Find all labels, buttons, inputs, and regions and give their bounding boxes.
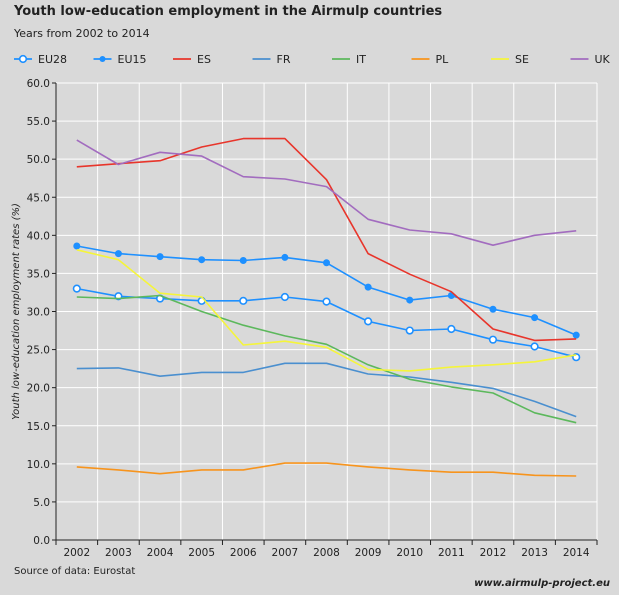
x-tick-label: 2005 xyxy=(188,547,215,559)
data-point-eu28 xyxy=(239,296,248,305)
data-point-eu28 xyxy=(322,297,331,306)
data-point-eu15 xyxy=(531,314,539,322)
legend-label-it: IT xyxy=(356,53,366,66)
axes: 0.0 5.0 10.0 15.0 20.0 25.0 30.0 35.0 40.0 45.0 50… xyxy=(11,78,598,559)
y-tick-label: 55.0 xyxy=(27,116,50,128)
y-tick-label: 45.0 xyxy=(27,192,50,204)
y-tick-label: 30.0 xyxy=(27,307,50,319)
data-point-eu15 xyxy=(489,305,497,313)
x-tick-label: 2002 xyxy=(63,547,90,559)
y-tick-label: 5.0 xyxy=(33,497,50,509)
series-fr xyxy=(76,362,577,418)
chart-subtitle: Years from 2002 to 2014 xyxy=(14,27,150,40)
legend-label-eu15: EU15 xyxy=(118,53,147,66)
data-point-eu28 xyxy=(72,284,81,293)
series-line-se xyxy=(76,249,577,372)
y-tick-label: 60.0 xyxy=(27,78,50,90)
series-group xyxy=(72,137,581,477)
y-tick-label: 15.0 xyxy=(27,421,50,433)
legend-item-fr: FR xyxy=(252,53,291,66)
x-tick-label: 2014 xyxy=(563,547,590,559)
series-eu15 xyxy=(73,242,580,339)
legend-label-uk: UK xyxy=(595,53,611,66)
legend-item-pl: PL xyxy=(411,53,450,66)
x-tick-label: 2012 xyxy=(480,547,507,559)
data-point-eu28 xyxy=(405,326,414,335)
data-point-eu28 xyxy=(364,317,373,326)
series-line-pl xyxy=(76,462,577,477)
x-tick-label: 2010 xyxy=(396,547,423,559)
y-axis-label: Youth low-education employment rates (%) xyxy=(11,203,22,420)
source-note: Source of data: Eurostat xyxy=(14,566,136,577)
legend-item-eu28: EU28 xyxy=(14,53,67,66)
legend-label-fr: FR xyxy=(277,53,291,66)
legend-item-uk: UK xyxy=(570,53,611,66)
x-tick-label: 2008 xyxy=(313,547,340,559)
data-point-eu15 xyxy=(239,256,247,264)
legend-item-eu15: EU15 xyxy=(93,53,147,66)
y-tick-label: 0.0 xyxy=(33,535,50,547)
legend-label-pl: PL xyxy=(436,53,450,66)
x-tick-label: 2007 xyxy=(272,547,299,559)
y-tick-label: 20.0 xyxy=(27,383,50,395)
project-url[interactable]: www.airmulp-project.eu xyxy=(474,578,610,589)
data-point-eu15 xyxy=(364,283,372,291)
legend-item-es: ES xyxy=(173,53,211,66)
data-point-eu15 xyxy=(572,331,580,339)
legend-item-se: SE xyxy=(491,53,529,66)
data-point-eu15 xyxy=(406,296,414,304)
legend-item-it: IT xyxy=(332,53,366,66)
series-es xyxy=(76,137,577,342)
data-point-eu15 xyxy=(198,256,206,264)
data-point-eu28 xyxy=(447,324,456,334)
x-tick-label: 2006 xyxy=(230,547,257,559)
data-point-eu15 xyxy=(281,253,289,261)
x-tick-label: 2011 xyxy=(438,547,465,559)
series-it xyxy=(76,294,577,424)
chart-title: Youth low-education employment in the Ai… xyxy=(14,4,443,19)
legend-label-se: SE xyxy=(515,53,529,66)
series-se xyxy=(76,249,577,372)
x-tick-label: 2003 xyxy=(105,547,132,559)
data-point-eu15 xyxy=(73,242,81,250)
data-point-eu15 xyxy=(156,253,164,261)
series-uk xyxy=(76,139,577,246)
y-tick-label: 35.0 xyxy=(27,268,50,280)
y-tick-label: 50.0 xyxy=(27,154,50,166)
x-tick-label: 2004 xyxy=(147,547,174,559)
y-tick-label: 10.0 xyxy=(27,459,50,471)
series-line-it xyxy=(76,294,577,424)
legend-marker-eu15 xyxy=(99,56,106,62)
series-line-fr xyxy=(76,362,577,418)
x-tick-label: 2013 xyxy=(521,547,548,559)
legend-label-eu28: EU28 xyxy=(38,53,67,66)
legend-label-es: ES xyxy=(197,53,211,66)
data-point-eu15 xyxy=(114,250,122,258)
series-pl xyxy=(76,462,577,477)
series-line-uk xyxy=(76,139,577,246)
legend: EU28 EU15 ES FR IT PL SE UK xyxy=(14,53,611,66)
data-point-eu15 xyxy=(323,259,330,267)
legend-marker-eu28 xyxy=(18,54,28,64)
data-point-eu28 xyxy=(280,292,289,302)
data-point-eu28 xyxy=(530,342,539,351)
y-tick-label: 25.0 xyxy=(27,345,50,357)
data-point-eu28 xyxy=(488,335,498,344)
y-tick-label: 40.0 xyxy=(27,230,50,242)
series-line-es xyxy=(76,137,577,342)
x-tick-label: 2009 xyxy=(355,547,382,559)
